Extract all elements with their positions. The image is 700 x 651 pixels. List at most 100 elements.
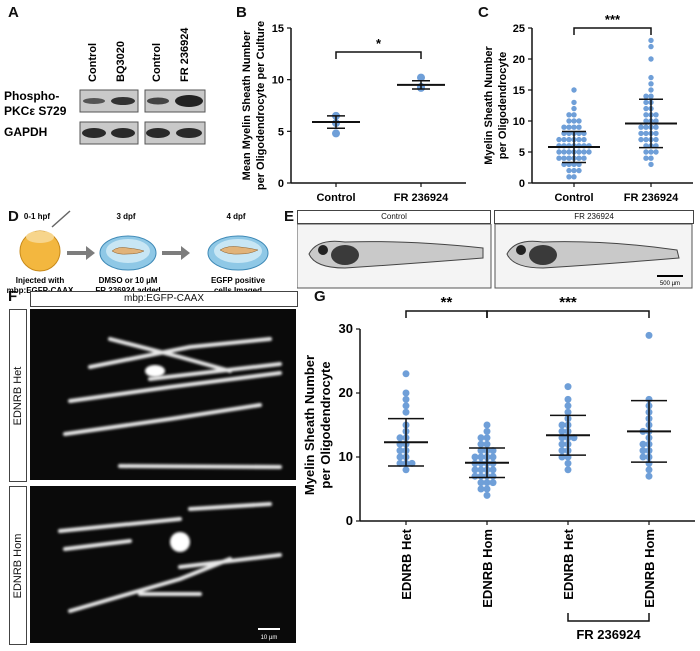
panel-letter-d: D	[8, 208, 19, 225]
x-tick-label-1: EDNRB Hom	[480, 529, 495, 608]
point-s3-12	[639, 447, 647, 455]
point-s1-36	[648, 155, 654, 161]
sheath-hom-1	[58, 517, 182, 533]
point-s0-2	[571, 105, 577, 112]
stage-time-2: 3 dpf	[116, 212, 135, 221]
point-s0-9	[566, 124, 572, 130]
point-s0-4	[402, 408, 410, 416]
stage-caption-3a: EGFP positive	[211, 276, 266, 285]
point-s1-10	[477, 453, 485, 461]
stage-time-1: 0-1 hpf	[24, 212, 51, 221]
micro-image-hom	[30, 486, 296, 643]
band-phospho-fr	[175, 95, 203, 107]
arrow-icon-2	[162, 246, 190, 260]
point-s2-2	[564, 402, 572, 410]
panel-letter-c: C	[478, 4, 489, 21]
band-gapdh-3	[146, 128, 170, 138]
point-s1-3	[477, 434, 485, 442]
point-s0-8	[571, 124, 577, 130]
point-s1-4	[483, 440, 491, 448]
point-s1-0	[417, 73, 425, 82]
point-s3-10	[639, 440, 647, 448]
group-label: FR 236924	[576, 627, 641, 642]
point-s3-0	[645, 331, 653, 339]
point-s0-22	[556, 136, 562, 143]
point-s0-49	[576, 167, 582, 174]
x-tick-label-1: FR 236924	[394, 192, 449, 204]
point-s0-42	[556, 155, 562, 161]
fish-icon-1	[111, 247, 145, 255]
experiment-schematic: 0-1 hpf 3 dpf 4 dpf Injected with mbp:EG…	[7, 210, 269, 295]
micro-label-het: EDNRB Het	[12, 366, 24, 425]
x-tick-label-2: EDNRB Het	[561, 528, 576, 599]
myelin-sheaths-het	[63, 337, 282, 469]
band-phospho-control-2	[147, 97, 169, 105]
panel-letter-g: G	[314, 288, 326, 305]
point-s0-12	[396, 447, 404, 455]
point-s2-6	[558, 421, 566, 429]
point-s0-33	[561, 149, 567, 155]
point-s1-22	[477, 472, 485, 480]
y-axis-label-1: per Oligodendrocyte per Culture	[255, 21, 267, 190]
sheath-het-5	[118, 464, 282, 469]
point-s0-48	[566, 167, 572, 174]
arrow-icon-1	[67, 246, 95, 260]
chart-c: 0 5 10 15 20 25 Myelin Sheath Number per Oligod…	[483, 12, 693, 204]
stage-caption-1b: mbp:EGFP-CAAX	[7, 286, 74, 295]
larva-images: 500 µm	[297, 224, 693, 289]
point-s1-12	[471, 453, 479, 461]
point-s1-24	[653, 130, 659, 137]
oligo-body-hom	[170, 532, 190, 552]
point-s1-23	[643, 130, 649, 137]
egg-cell-icon	[26, 231, 54, 243]
point-s1-27	[489, 479, 497, 487]
y-tick-label-4: 20	[513, 54, 525, 66]
point-s0-31	[566, 149, 572, 155]
point-s2-19	[564, 466, 572, 474]
point-s1-19	[643, 124, 649, 130]
point-s2-0	[564, 383, 572, 391]
sheath-het-2	[68, 371, 282, 403]
point-s0-41	[581, 155, 587, 161]
western-blot-panel: Control BQ3020 Control FR 236924 Phospho…	[4, 27, 206, 145]
point-s1-18	[477, 466, 485, 474]
point-s0-18	[566, 136, 572, 143]
point-s0-3	[571, 112, 577, 118]
x-tick-label-0: Control	[554, 192, 593, 204]
point-s1-16	[643, 118, 649, 124]
point-s1-27	[643, 136, 649, 143]
y-axis-label-0: Myelin Sheath Number	[483, 45, 495, 164]
sheath-hom-2	[63, 539, 132, 551]
point-s1-11	[489, 453, 497, 461]
point-s1-6	[648, 93, 654, 99]
point-s0-35	[556, 149, 562, 155]
point-s1-19	[489, 466, 497, 474]
x-tick-label-1: FR 236924	[624, 192, 679, 204]
stage-caption-1a: Injected with	[16, 276, 65, 285]
point-s1-24	[471, 472, 479, 480]
point-s0-3	[402, 402, 410, 410]
micro-label-hom: EDNRB Hom	[12, 533, 24, 598]
point-s0-39	[576, 155, 582, 161]
point-s0-47	[571, 167, 577, 174]
point-s0-2	[332, 129, 340, 138]
point-s1-0	[648, 37, 654, 44]
myelin-sheaths-hom	[58, 502, 282, 613]
point-s1-2	[483, 434, 491, 442]
x-tick-label-0: EDNRB Het	[399, 528, 414, 599]
point-s0-5	[571, 118, 577, 124]
point-s1-25	[638, 130, 644, 137]
point-s0-34	[581, 149, 587, 155]
chart-g: 0 10 20 30 Myelin Sheath Number per Oligodend…	[302, 295, 695, 642]
lane-label-control-1: Control	[87, 43, 99, 82]
micro-image-het	[30, 309, 296, 480]
point-s1-2	[648, 56, 654, 62]
point-s2-18	[564, 459, 572, 467]
point-s2-1	[564, 395, 572, 403]
blot-box-gapdh-2	[144, 121, 206, 145]
y-tick-label-5: 25	[513, 23, 525, 35]
stage-caption-3b: cells Imaged	[214, 286, 262, 295]
point-s0-17	[408, 459, 416, 467]
point-s2-3	[564, 408, 572, 416]
sig-bracket-1	[486, 310, 650, 318]
